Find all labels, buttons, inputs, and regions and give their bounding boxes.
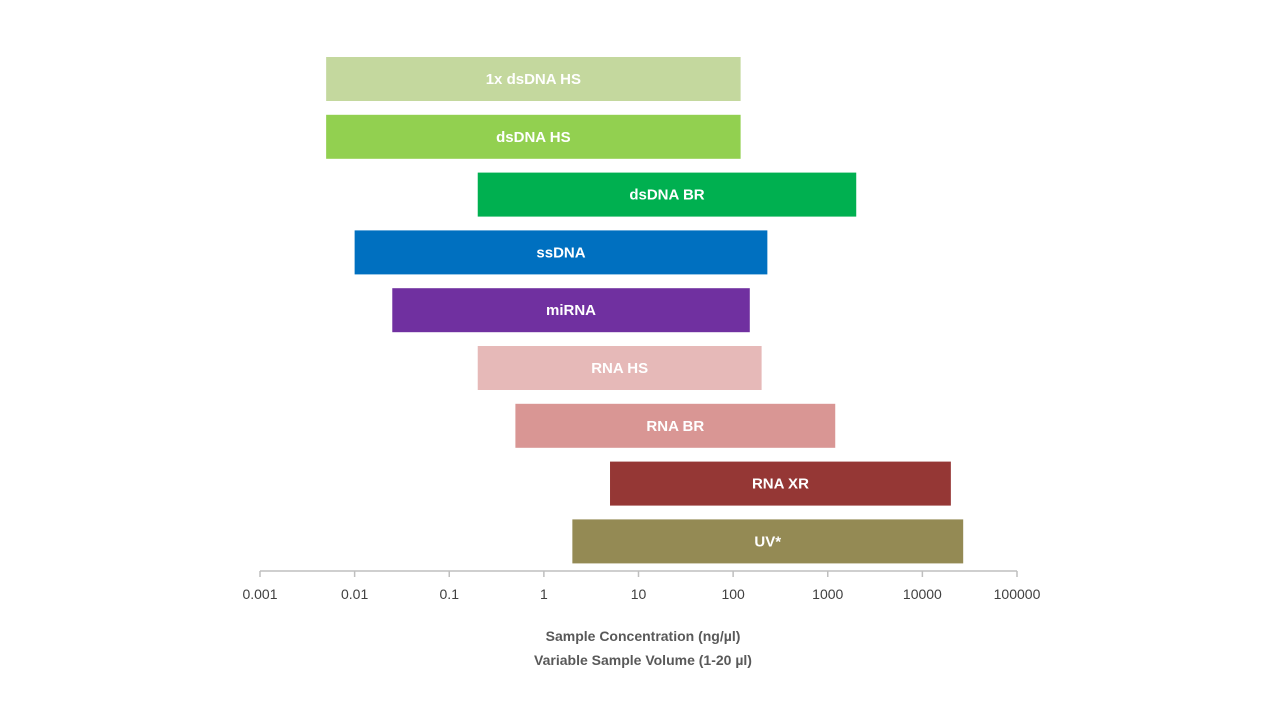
bar-label: ssDNA [536, 244, 585, 261]
x-tick-label: 10 [631, 586, 647, 602]
bar-rna-hs [477, 346, 762, 390]
x-tick-label: 1000 [812, 586, 843, 602]
bar-label: RNA XR [752, 476, 809, 493]
bar-dsdna-hs [326, 114, 741, 159]
bar-label: UV* [754, 533, 781, 550]
bar-dsdna-br [477, 172, 857, 217]
bar-label: dsDNA BR [629, 187, 704, 204]
x-tick-label: 10000 [903, 586, 942, 602]
x-tick-label: 0.1 [440, 586, 460, 602]
x-axis-title: Sample Concentration (ng/µl) [545, 628, 741, 644]
bar-label: 1x dsDNA HS [486, 71, 581, 88]
bar-label: RNA BR [646, 418, 704, 435]
bar-1x-dsdna-hs [326, 57, 741, 101]
bar-ssdna [354, 230, 768, 275]
bar-label: RNA HS [591, 360, 648, 377]
bar-rna-br [515, 403, 836, 448]
bar-label: miRNA [546, 302, 596, 319]
x-tick-label: 0.001 [242, 586, 277, 602]
bars-group: 1x dsDNA HS dsDNA HS dsDNA BR ssDNA miRNA RNA… [326, 57, 964, 564]
x-axis-subtitle: Variable Sample Volume (1-20 µl) [534, 652, 752, 668]
range-chart-svg: 1x dsDNA HS dsDNA HS dsDNA BR ssDNA miRNA RNA… [242, 57, 1041, 602]
bar-rna-xr [610, 461, 951, 506]
x-tick-label: 100 [721, 586, 745, 602]
x-tick-label: 100000 [994, 586, 1041, 602]
bar-label: dsDNA HS [496, 129, 570, 146]
bar-mirna [392, 288, 750, 333]
x-axis: 0.001 0.01 0.1 1 10 100 1000 10000 100000 [242, 570, 1041, 602]
bar-uv [572, 519, 964, 564]
x-tick-label: 0.01 [341, 586, 368, 602]
x-tick-label: 1 [540, 586, 548, 602]
